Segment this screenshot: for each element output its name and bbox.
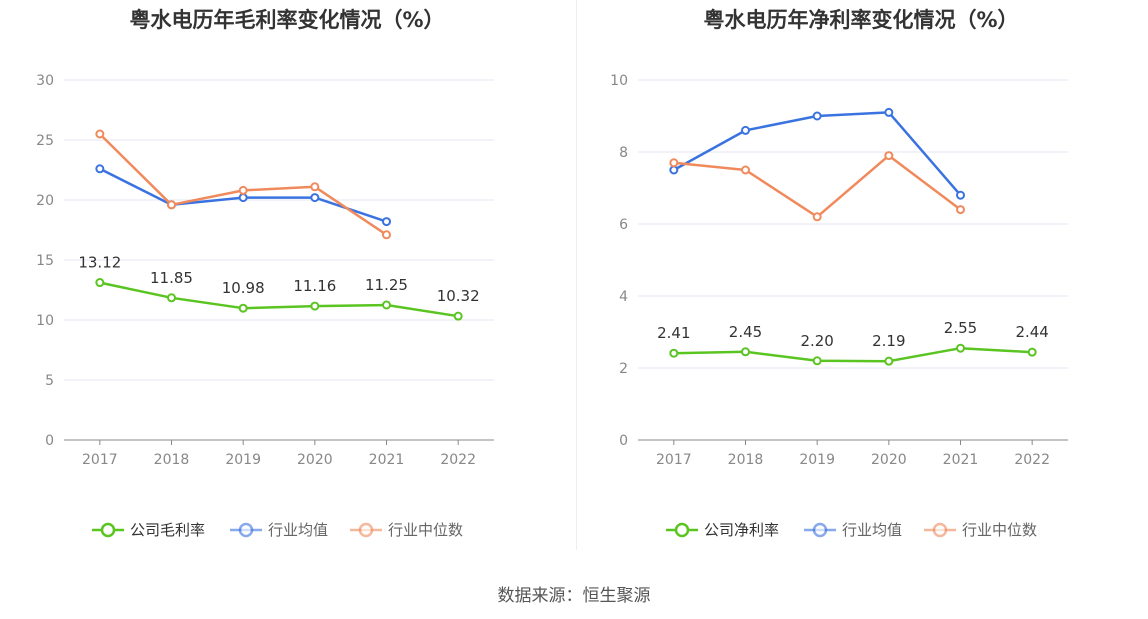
company-data-point [310, 301, 320, 311]
industry-avg-data-point [741, 125, 750, 135]
y-tick-label: 0 [619, 433, 628, 449]
industry-median-series-line [98, 133, 388, 236]
industry-avg-data-point [884, 107, 894, 117]
industry-avg-data-point [956, 190, 965, 200]
company-data-point [95, 278, 105, 288]
company-data-point [669, 348, 679, 358]
data-label: 2.55 [944, 319, 977, 337]
company-data-point [741, 347, 750, 357]
x-tick-label: 2022 [440, 452, 476, 468]
company-data-point [453, 311, 463, 321]
x-tick-label: 2021 [369, 452, 405, 468]
net-margin-chart-panel: 粤水电历年净利率变化情况（%） 0 2 4 6 8 10 2017 2018 2019 2020 2… [574, 0, 1148, 560]
industry-avg-data-point [238, 193, 248, 203]
company-data-point [956, 343, 965, 353]
net-margin-chart-title: 粤水电历年净利率变化情况（%） [703, 8, 1019, 32]
industry-median-series-line [673, 154, 962, 219]
industry-avg-series-line [673, 111, 962, 197]
legend-item-company: 公司净利率 [666, 521, 779, 539]
y-tick-label: 20 [36, 193, 54, 209]
legend-marker [358, 522, 374, 538]
company-data-point [167, 293, 176, 303]
x-tick-label: 2022 [1014, 452, 1050, 468]
industry-avg-data-point [812, 111, 822, 121]
industry-median-data-point [310, 182, 320, 192]
gross-margin-chart: 0 5 10 15 20 25 30 2017 2018 2019 2020 2021 2022 13.1… [36, 73, 494, 539]
industry-median-data-point [741, 165, 750, 175]
industry-avg-data-point [669, 165, 679, 175]
y-tick-label: 30 [36, 73, 54, 89]
y-tick-label: 25 [36, 133, 54, 149]
legend-item-company: 公司毛利率 [92, 521, 205, 539]
net-margin-chart: 0 2 4 6 8 10 2017 2018 2019 2020 2021 2022 2.41 2.45 2… [610, 73, 1068, 539]
legend-label: 行业均值 [842, 521, 902, 539]
industry-avg-data-point [382, 217, 391, 227]
x-tick-label: 2017 [656, 452, 692, 468]
x-tick-label: 2017 [82, 452, 118, 468]
y-tick-label: 8 [619, 145, 628, 161]
x-tick-label: 2018 [728, 452, 764, 468]
company-data-point [1027, 347, 1037, 357]
gross-margin-chart-panel: 粤水电历年毛利率变化情况（%） 0 5 10 15 20 25 30 2017 2018 2019… [0, 0, 574, 560]
legend-marker [932, 522, 948, 538]
industry-median-data-point [167, 200, 176, 210]
legend-label: 公司净利率 [704, 521, 779, 539]
company-data-point [382, 300, 391, 310]
x-tick-label: 2019 [225, 452, 261, 468]
data-label: 10.32 [437, 287, 480, 305]
legend-label: 行业中位数 [962, 521, 1037, 539]
y-tick-label: 2 [619, 361, 628, 377]
industry-median-data-point [238, 185, 248, 195]
legend-label: 公司毛利率 [130, 521, 205, 539]
y-tick-label: 0 [45, 433, 54, 449]
legend-item-industry-median: 行业中位数 [350, 521, 463, 539]
panel-divider [576, 0, 577, 550]
data-label: 11.85 [150, 269, 193, 287]
y-tick-label: 10 [36, 313, 54, 329]
legend-marker [238, 522, 254, 538]
legend-item-industry-median: 行业中位数 [924, 521, 1037, 539]
x-tick-label: 2020 [871, 452, 907, 468]
data-source-note: 数据来源：恒生聚源 [497, 586, 651, 606]
data-label: 2.20 [800, 332, 833, 350]
industry-avg-data-point [310, 193, 320, 203]
gross-margin-chart-title: 粤水电历年毛利率变化情况（%） [129, 8, 445, 32]
y-tick-label: 10 [610, 73, 628, 89]
legend-label: 行业中位数 [388, 521, 463, 539]
legend-item-industry-avg: 行业均值 [230, 521, 328, 539]
data-label: 2.19 [872, 332, 905, 350]
company-series-line [99, 281, 459, 318]
data-label: 2.44 [1015, 323, 1048, 341]
data-label: 11.16 [293, 277, 336, 295]
industry-median-data-point [812, 212, 822, 222]
x-tick-label: 2021 [943, 452, 979, 468]
legend-marker [100, 522, 116, 538]
y-tick-label: 15 [36, 253, 54, 269]
data-label: 13.12 [78, 254, 121, 272]
y-tick-label: 6 [619, 217, 628, 233]
company-data-point [812, 356, 822, 366]
industry-median-data-point [669, 158, 679, 168]
company-data-point [884, 356, 894, 366]
industry-median-data-point [382, 230, 391, 240]
y-tick-label: 5 [45, 373, 54, 389]
industry-median-data-point [956, 205, 965, 215]
legend-label: 行业均值 [268, 521, 328, 539]
legend-marker [812, 522, 828, 538]
data-label: 10.98 [222, 279, 265, 297]
company-data-point [238, 303, 248, 313]
industry-avg-data-point [95, 164, 105, 174]
legend-item-industry-avg: 行业均值 [804, 521, 902, 539]
x-tick-label: 2020 [297, 452, 333, 468]
industry-median-data-point [884, 151, 894, 161]
legend-marker [674, 522, 690, 538]
data-label: 11.25 [365, 276, 408, 294]
data-label: 2.41 [657, 324, 690, 342]
company-series-line [673, 346, 1033, 363]
industry-median-data-point [95, 129, 105, 139]
y-tick-label: 4 [619, 289, 628, 305]
x-tick-label: 2018 [154, 452, 190, 468]
data-label: 2.45 [729, 323, 762, 341]
x-tick-label: 2019 [799, 452, 835, 468]
